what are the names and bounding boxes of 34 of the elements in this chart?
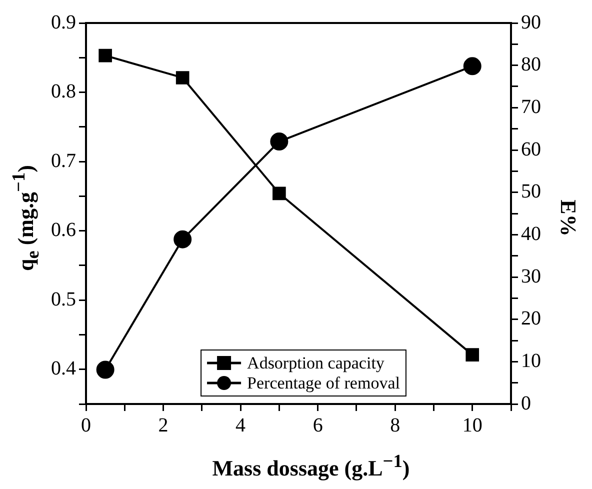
y2-tick-label: 70 (521, 96, 541, 118)
legend-label: Percentage of removal (247, 373, 400, 392)
y2-tick-label: 10 (521, 350, 541, 372)
x-tick-label: 0 (81, 414, 91, 436)
y2-axis-title: E% (555, 200, 581, 236)
x-tick-label: 6 (312, 414, 323, 436)
y2-tick-label: 30 (521, 265, 541, 288)
y2-tick-label: 80 (521, 54, 541, 76)
y-tick-label: 0.4 (51, 358, 76, 380)
y-tick-label: 0.6 (51, 219, 76, 242)
y2-tick-label: 50 (521, 180, 541, 203)
point (272, 186, 286, 200)
y2-tick-label: 60 (521, 138, 541, 160)
y2-tick-label: 90 (521, 11, 541, 34)
y2-tick-label: 0 (521, 392, 531, 414)
y-tick-label: 0.9 (51, 11, 76, 34)
point (270, 132, 288, 151)
y2-tick-label: 40 (521, 222, 541, 245)
legend-label: Adsorption capacity (247, 353, 385, 372)
x-tick-label: 10 (462, 414, 482, 436)
x-tick-label: 4 (236, 414, 246, 436)
point (466, 348, 480, 362)
point (98, 48, 112, 62)
x-axis-title: Mass dossage (g.L$^{−1}$) (211, 450, 411, 481)
point (174, 230, 192, 248)
y2-tick-label: 20 (521, 308, 541, 330)
point (96, 360, 114, 379)
y-tick-label: 0.8 (51, 80, 76, 103)
y-tick-label: 0.5 (51, 288, 76, 310)
x-tick-label: 8 (390, 414, 400, 436)
point (176, 71, 190, 84)
x-tick-label: 2 (158, 414, 168, 436)
point (463, 57, 482, 76)
y-tick-label: 0.7 (51, 150, 76, 172)
